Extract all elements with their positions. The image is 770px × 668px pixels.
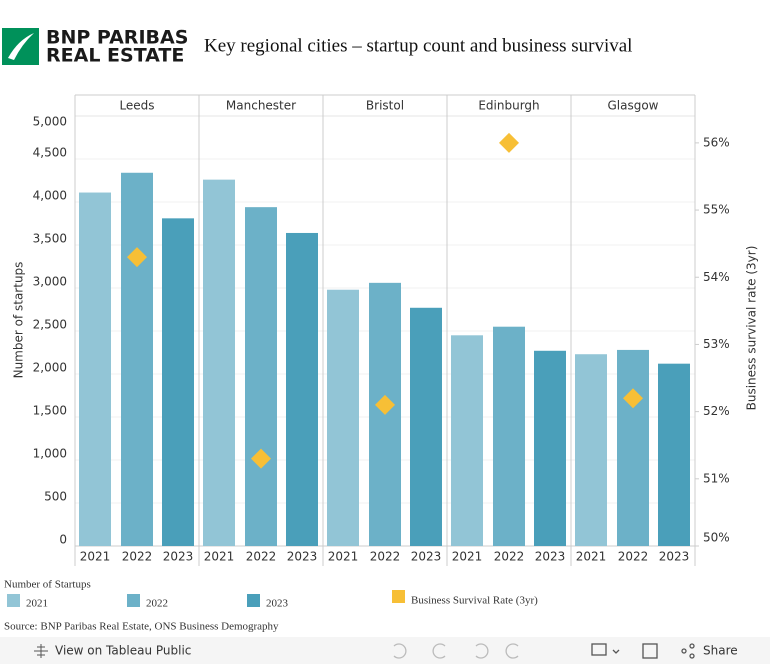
y-tick-label: 3,000 xyxy=(33,275,67,289)
y-tick-label: 500 xyxy=(44,490,67,504)
bar xyxy=(162,218,194,546)
x-tick-label: 2021 xyxy=(328,550,359,564)
bar xyxy=(121,172,153,546)
bar xyxy=(203,179,235,546)
legend-label: 2021 xyxy=(26,598,48,610)
y2-tick-label: 54% xyxy=(703,270,730,284)
bar xyxy=(286,232,318,546)
x-tick-label: 2022 xyxy=(494,550,525,564)
survival-marker xyxy=(251,448,271,469)
y2-tick-label: 55% xyxy=(703,203,730,217)
bar xyxy=(658,363,690,546)
y-tick-label: 4,000 xyxy=(33,189,67,203)
bar xyxy=(410,307,442,546)
x-tick-label: 2022 xyxy=(122,550,153,564)
x-tick-label: 2022 xyxy=(370,550,401,564)
x-tick-label: 2021 xyxy=(576,550,607,564)
legend-swatch xyxy=(392,590,405,603)
logo-stars xyxy=(8,33,34,60)
toolbar-icons xyxy=(393,643,519,659)
legend-swatch xyxy=(7,594,20,607)
toolbar-icons xyxy=(591,643,695,659)
bar xyxy=(245,207,277,546)
y-axis-label: Number of startups xyxy=(12,262,26,379)
view-link[interactable]: View on Tableau Public xyxy=(55,644,191,658)
tableau-icon xyxy=(34,644,48,658)
y2-tick-label: 50% xyxy=(703,531,730,545)
x-tick-label: 2021 xyxy=(204,550,235,564)
survival-marker xyxy=(127,247,147,268)
bar xyxy=(617,349,649,546)
share-button[interactable]: Share xyxy=(703,644,738,658)
x-tick-label: 2021 xyxy=(80,550,111,564)
panel-header: Leeds xyxy=(119,99,154,113)
y2-tick-label: 51% xyxy=(703,471,730,485)
y-tick-label: 0 xyxy=(59,533,67,547)
panel-header: Bristol xyxy=(366,99,404,113)
x-tick-label: 2023 xyxy=(535,550,566,564)
bar xyxy=(575,354,607,546)
logo-text: BNP PARIBAS xyxy=(46,27,188,49)
bar xyxy=(493,326,525,546)
x-tick-label: 2023 xyxy=(163,550,194,564)
x-tick-label: 2023 xyxy=(287,550,318,564)
legend-label: 2022 xyxy=(146,598,168,610)
y2-tick-label: 53% xyxy=(703,337,730,351)
y2-tick-label: 56% xyxy=(703,135,730,149)
legend-label: 2023 xyxy=(266,598,289,610)
y2-axis-label: Business survival rate (3yr) xyxy=(745,246,759,411)
chart-title: Key regional cities – startup count and … xyxy=(204,35,632,56)
bar xyxy=(327,289,359,546)
y-tick-label: 2,000 xyxy=(33,361,67,375)
toolbar xyxy=(0,637,770,664)
panel-header: Manchester xyxy=(226,99,296,113)
y-tick-label: 4,500 xyxy=(33,146,67,160)
survival-marker xyxy=(375,394,395,415)
survival-marker xyxy=(623,388,643,409)
panel-header: Edinburgh xyxy=(478,99,539,113)
legend-swatch xyxy=(247,594,260,607)
bar xyxy=(534,350,566,546)
survival-marker xyxy=(499,132,519,153)
x-tick-label: 2023 xyxy=(411,550,442,564)
source: Source: BNP Paribas Real Estate, ONS Bus… xyxy=(4,621,279,633)
y-tick-label: 3,500 xyxy=(33,232,67,246)
legend-title: Number of Startups xyxy=(4,579,91,591)
y-tick-label: 1,500 xyxy=(33,404,67,418)
legend-label: Business Survival Rate (3yr) xyxy=(411,595,538,607)
bar xyxy=(451,335,483,546)
x-tick-label: 2022 xyxy=(618,550,649,564)
x-tick-label: 2021 xyxy=(452,550,483,564)
x-tick-label: 2022 xyxy=(246,550,277,564)
legend-swatch xyxy=(127,594,140,607)
panel-header: Glasgow xyxy=(607,99,658,113)
x-tick-label: 2023 xyxy=(659,550,690,564)
y-tick-label: 5,000 xyxy=(33,115,67,129)
y2-tick-label: 52% xyxy=(703,404,730,418)
y-tick-label: 2,500 xyxy=(33,318,67,332)
y-tick-label: 1,000 xyxy=(33,447,67,461)
bar xyxy=(79,192,111,547)
logo-text: REAL ESTATE xyxy=(46,45,184,67)
